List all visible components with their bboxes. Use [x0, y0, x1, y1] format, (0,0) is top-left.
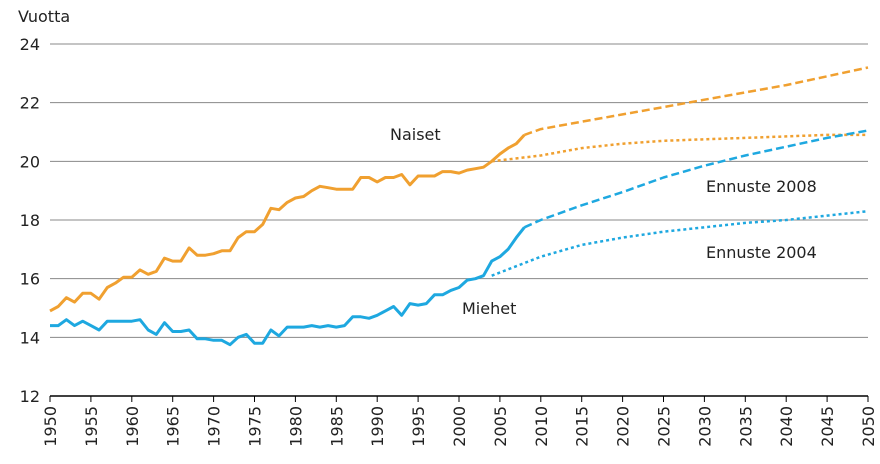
y-tick-label: 22	[20, 94, 40, 113]
x-tick-label: 1980	[286, 406, 305, 447]
y-tick-label: 12	[20, 387, 40, 406]
x-tick-label: 1975	[246, 406, 265, 447]
y-tick-label: 16	[20, 270, 40, 289]
x-tick-label: 2030	[695, 406, 714, 447]
x-tick-label: 2020	[614, 406, 633, 447]
series-line	[50, 226, 526, 347]
y-tick-label: 14	[20, 328, 40, 347]
x-tick-label: 1950	[41, 406, 60, 447]
series-line	[491, 133, 868, 163]
annotation: Naiset	[390, 125, 441, 144]
x-tick-label: 1965	[164, 406, 183, 447]
x-tick-label: 2000	[450, 406, 469, 447]
x-tick-label: 2045	[818, 406, 837, 447]
x-tick-label: 2050	[859, 406, 878, 447]
x-tick-label: 1955	[82, 406, 101, 447]
x-tick-label: 2010	[532, 406, 551, 447]
series-line	[523, 66, 869, 137]
series-line	[523, 129, 869, 229]
x-tick-label: 2015	[573, 406, 592, 447]
y-axis-label: Vuotta	[18, 7, 70, 26]
y-tick-label: 20	[20, 152, 40, 171]
y-tick-label: 24	[20, 35, 40, 54]
x-tick-label: 1995	[409, 406, 428, 447]
series-line	[491, 209, 869, 277]
x-tick-label: 2025	[655, 406, 674, 447]
series-line	[49, 133, 526, 313]
x-tick-label: 1960	[123, 406, 142, 447]
annotation: Ennuste 2004	[706, 243, 817, 262]
annotation: Miehet	[462, 299, 516, 318]
y-tick-label: 18	[20, 211, 40, 230]
x-tick-label: 2035	[736, 406, 755, 447]
x-tick-label: 1985	[327, 406, 346, 447]
annotation: Ennuste 2008	[706, 177, 817, 196]
x-tick-label: 2005	[491, 406, 510, 447]
x-tick-label: 1970	[205, 406, 224, 447]
x-tick-label: 1990	[368, 406, 387, 447]
x-tick-label: 2040	[777, 406, 796, 447]
